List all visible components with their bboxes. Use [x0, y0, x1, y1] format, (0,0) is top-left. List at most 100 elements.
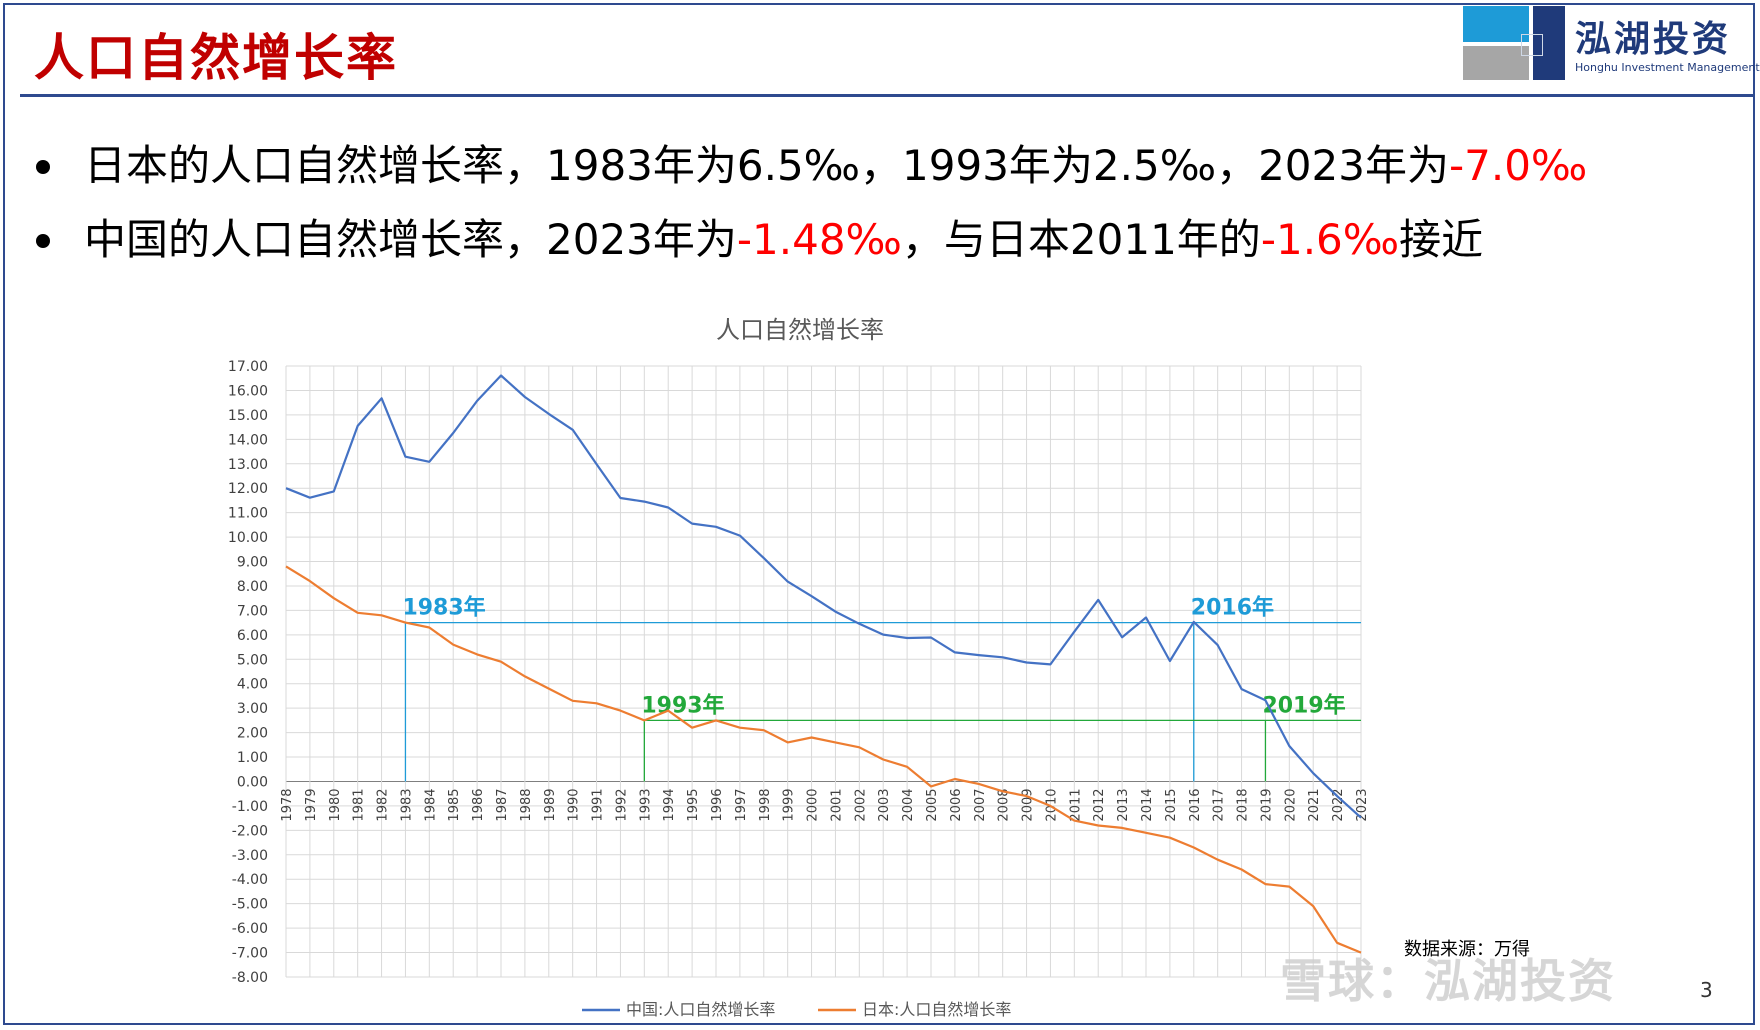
- x-tick-label: 1987: [495, 788, 510, 821]
- x-tick-label: 1997: [734, 788, 749, 821]
- x-tick-label: 1991: [591, 788, 606, 821]
- bullet-dot-icon: [36, 160, 50, 174]
- series-line: [285, 565, 1362, 954]
- highlight-value: -1.6‰: [1260, 215, 1400, 264]
- y-tick-label: -6.00: [232, 921, 268, 937]
- annotation-group: 1983年 2016年 1993年 2019年: [402, 595, 1361, 782]
- x-tick-label: 1993: [638, 788, 653, 821]
- y-tick-label: 13.00: [228, 457, 268, 473]
- y-tick-label: -4.00: [232, 872, 268, 888]
- company-logo: 泓湖投资 Honghu Investment Management: [1463, 6, 1760, 80]
- y-tick-label: 8.00: [237, 579, 268, 595]
- slide-title: 人口自然增长率: [34, 28, 398, 87]
- highlight-value: -1.48‰: [736, 215, 902, 264]
- x-tick-label: 1989: [543, 788, 558, 821]
- x-tick-label: 1982: [376, 788, 391, 821]
- bullet-dot-icon: [36, 234, 50, 248]
- x-tick-label: 1999: [782, 788, 797, 821]
- y-tick-label: -5.00: [232, 897, 268, 913]
- x-tick-label: 1980: [328, 788, 343, 821]
- y-tick-label: 6.00: [237, 628, 268, 644]
- bullet-item: 中国的人口自然增长率，2023年为-1.48‰，与日本2011年的-1.6‰接近: [34, 214, 1634, 266]
- x-tick-label: 2022: [1331, 788, 1346, 821]
- logo-chinese-name: 泓湖投资: [1575, 19, 1732, 60]
- legend: 中国:人口自然增长率 日本:人口自然增长率: [582, 1000, 1011, 1019]
- x-tick-label: 1996: [710, 788, 725, 821]
- x-tick-label: 1984: [423, 788, 438, 821]
- x-tick-label: 2002: [853, 788, 868, 821]
- watermark: 雪球：泓湖投资: [1280, 954, 1616, 1008]
- y-tick-label: -8.00: [232, 970, 268, 986]
- x-tick-label: 2011: [1068, 788, 1083, 821]
- x-tick-label: 1998: [758, 788, 773, 821]
- y-tick-label: 4.00: [237, 677, 268, 693]
- logo-square-outline: [1521, 34, 1543, 56]
- y-tick-label: -2.00: [232, 823, 268, 839]
- y-tick-label: 2.00: [237, 726, 268, 742]
- x-tick-label: 1988: [519, 788, 534, 821]
- x-tick-label: 2014: [1140, 788, 1155, 821]
- y-tick-label: -1.00: [232, 799, 268, 815]
- bullet-text: 中国的人口自然增长率，2023年为-1.48‰，与日本2011年的-1.6‰接近: [84, 215, 1483, 264]
- bullet-item: 日本的人口自然增长率，1983年为6.5‰，1993年为2.5‰，2023年为-…: [34, 140, 1634, 192]
- x-tick-label: 1992: [614, 788, 629, 821]
- x-tick-label: 2020: [1283, 788, 1298, 821]
- bullet-segment: 接近: [1399, 215, 1484, 264]
- logo-block-navy: [1533, 6, 1565, 80]
- x-tick-label: 1994: [662, 788, 677, 821]
- annotation-label: 1983年: [402, 595, 485, 621]
- x-tick-label: 2009: [1021, 788, 1036, 821]
- x-tick-label: 1981: [352, 788, 367, 821]
- legend-label: 中国:人口自然增长率: [626, 1000, 775, 1019]
- y-tick-label: 14.00: [228, 432, 268, 448]
- x-tick-label: 1985: [447, 788, 462, 821]
- y-tick-label: 11.00: [228, 506, 268, 522]
- x-tick-label: 2003: [877, 788, 892, 821]
- y-tick-label: 1.00: [237, 750, 268, 766]
- grid-group: -8.00 -7.00 -6.00 -5.00 -4.00 -3.00 -2.00 -1.00…: [228, 359, 1370, 986]
- annotation-label: 2019年: [1262, 692, 1345, 718]
- series-line: [285, 374, 1362, 819]
- chart-title: 人口自然增长率: [716, 316, 884, 344]
- x-tick-label: 1990: [567, 788, 582, 821]
- x-tick-label: 2019: [1259, 788, 1274, 821]
- x-tick-label: 2005: [925, 788, 940, 821]
- x-tick-label: 2023: [1355, 788, 1370, 821]
- x-tick-label: 2016: [1188, 788, 1203, 821]
- logo-english-name: Honghu Investment Management: [1575, 61, 1760, 74]
- bullet-text: 日本的人口自然增长率，1983年为6.5‰，1993年为2.5‰，2023年为-…: [84, 141, 1587, 190]
- x-tick-label: 2004: [901, 788, 916, 821]
- x-tick-label: 2008: [997, 788, 1012, 821]
- y-tick-label: 3.00: [237, 701, 268, 717]
- y-tick-label: 17.00: [228, 359, 268, 375]
- y-tick-label: 16.00: [228, 383, 268, 399]
- annotation-label: 2016年: [1191, 595, 1274, 621]
- x-tick-label: 2012: [1092, 788, 1107, 821]
- bullet-segment: 日本的人口自然增长率，1983年为6.5‰，1993年为2.5‰，2023年为: [84, 141, 1449, 190]
- x-tick-label: 2018: [1236, 788, 1251, 821]
- x-tick-label: 1983: [399, 788, 414, 821]
- x-tick-label: 1979: [304, 788, 319, 821]
- logo-block-blue: [1463, 6, 1529, 42]
- x-tick-label: 1995: [686, 788, 701, 821]
- title-divider: [20, 94, 1754, 97]
- x-tick-label: 2015: [1164, 788, 1179, 821]
- y-tick-label: -3.00: [232, 848, 268, 864]
- x-tick-label: 2017: [1212, 788, 1227, 821]
- x-tick-label: 2001: [829, 788, 844, 821]
- x-tick-label: 2010: [1044, 788, 1059, 821]
- slide-frame: [3, 3, 1755, 1025]
- bullet-segment: 中国的人口自然增长率，2023年为: [84, 215, 737, 264]
- annotation-label: 1993年: [641, 692, 724, 718]
- bullet-segment: ，与日本2011年的: [901, 215, 1261, 264]
- x-tick-label: 1986: [471, 788, 486, 821]
- y-tick-label: 10.00: [228, 530, 268, 546]
- x-tick-label: 2013: [1116, 788, 1131, 821]
- x-tick-label: 2000: [806, 788, 821, 821]
- y-tick-label: 7.00: [237, 603, 268, 619]
- y-tick-label: 0.00: [237, 774, 268, 790]
- x-tick-label: 2021: [1307, 788, 1322, 821]
- y-tick-label: -7.00: [232, 946, 268, 962]
- logo-block-gray: [1463, 46, 1529, 80]
